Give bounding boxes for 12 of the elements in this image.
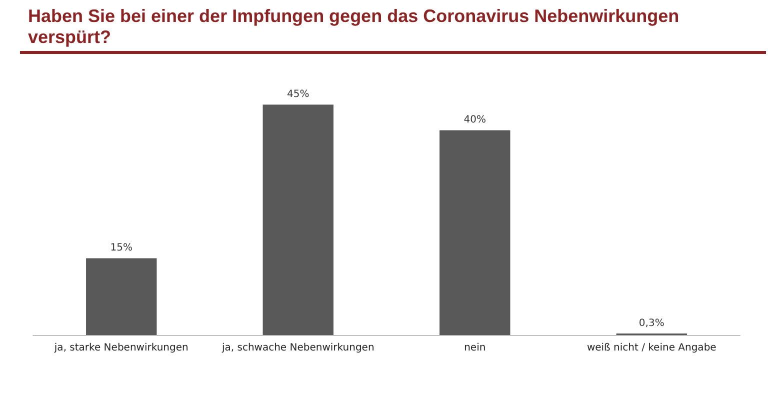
data-label: 45% (287, 89, 310, 100)
data-label: 15% (110, 242, 132, 254)
bar (440, 130, 510, 335)
chart-title: Haben Sie bei einer der Impfungen gegen das Coronavirus Nebenwirkungen verspürt? (28, 6, 680, 48)
data-label: 40% (464, 114, 486, 126)
bar (262, 104, 334, 335)
x-tick-label: weiß nicht / keine Angabe (586, 342, 716, 354)
x-tick-label: ja, schwache Nebenwirkungen (220, 342, 374, 354)
data-label: 0,3% (638, 318, 664, 329)
bar (86, 258, 157, 335)
x-tick-label: nein (464, 342, 486, 354)
x-tick-label: ja, starke Nebenwirkungen (53, 342, 188, 354)
